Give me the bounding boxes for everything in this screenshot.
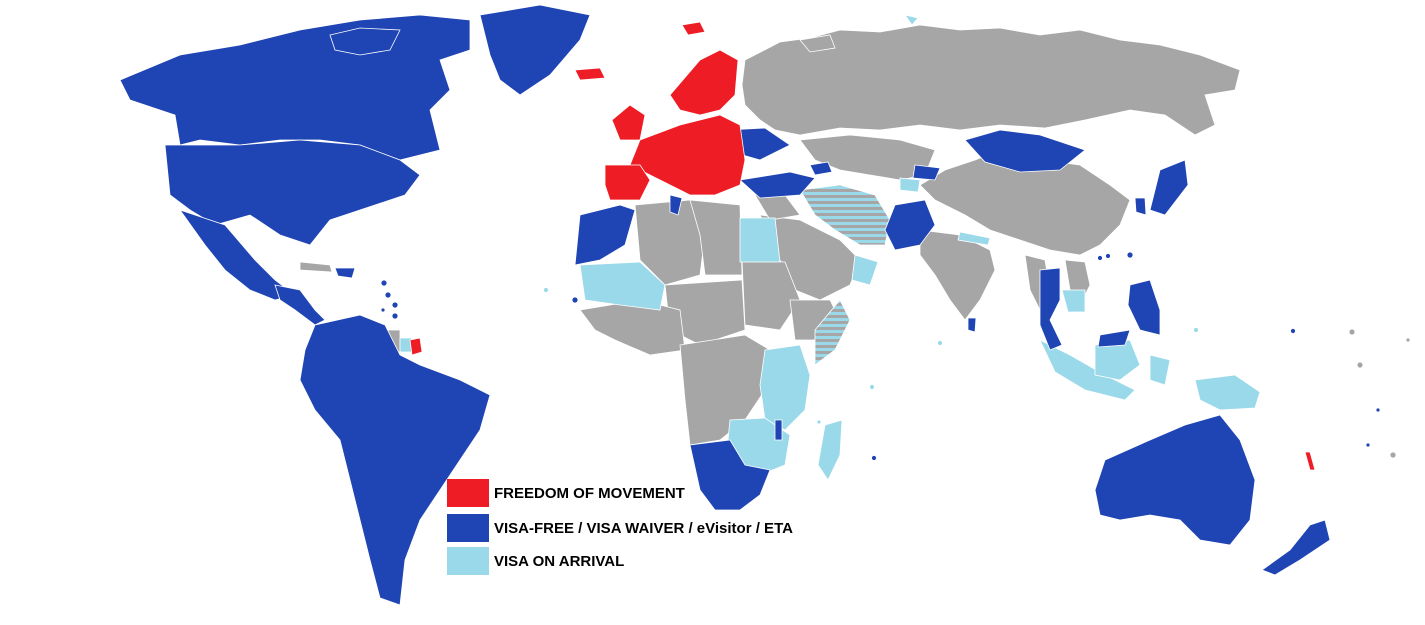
region-russia — [741, 24, 1241, 136]
region-malawi — [774, 419, 783, 441]
region-malaysia-borneo — [1097, 329, 1131, 348]
legend-swatch-freedom — [447, 479, 489, 507]
region-southern-africa — [689, 439, 771, 511]
region-east-africa — [759, 344, 811, 431]
region-island — [1193, 327, 1199, 333]
region-libya — [689, 199, 743, 276]
region-sahel — [579, 261, 666, 311]
region-cambodia-laos — [1061, 289, 1086, 313]
region-caribbean-island — [380, 279, 388, 287]
region-greenland-blue — [479, 4, 591, 96]
region-island — [816, 419, 822, 425]
region-cuba — [299, 261, 333, 273]
region-philippines — [1127, 279, 1161, 336]
region-tunisia — [669, 194, 683, 216]
region-south-america — [299, 314, 491, 606]
legend-swatch-visa-free — [447, 514, 489, 542]
region-svalbard — [681, 21, 706, 36]
freedom-of-movement-regions — [409, 21, 1316, 471]
region-egypt — [739, 217, 781, 263]
region-island — [1290, 328, 1296, 334]
region-new-zealand — [1261, 519, 1331, 576]
region-pacific-island — [1405, 337, 1411, 343]
region-pacific-island — [1389, 451, 1397, 459]
legend-item-on-arrival: VISA ON ARRIVAL — [447, 547, 624, 575]
region-island — [871, 455, 877, 461]
region-south-korea — [1134, 197, 1147, 216]
legend-item-visa-free: VISA-FREE / VISA WAIVER / eVisitor / ETA — [447, 514, 793, 542]
region-caribbean-island — [380, 307, 386, 313]
region-thailand-malaysia — [1039, 267, 1063, 351]
region-west-africa — [579, 299, 686, 356]
region-french-guiana — [409, 337, 423, 356]
visa-required-regions — [299, 24, 1411, 459]
region-central-america — [274, 284, 326, 326]
region-pacific-island — [1356, 361, 1364, 369]
region-canada-alaska — [119, 14, 471, 161]
region-sri-lanka — [967, 317, 977, 333]
region-mongolia — [964, 129, 1086, 173]
region-tajikistan — [899, 177, 921, 193]
legend-swatch-on-arrival — [447, 547, 489, 575]
region-georgia — [809, 161, 833, 176]
visa-free-regions — [119, 4, 1381, 606]
region-iceland — [574, 67, 606, 81]
region-arctic-islands — [799, 34, 836, 53]
region-pacific-island — [1348, 328, 1356, 336]
region-british-isles — [611, 104, 646, 141]
region-sulawesi — [1149, 354, 1171, 386]
region-new-caledonia — [1304, 451, 1316, 471]
region-caribbean-island — [384, 291, 392, 299]
region-oman — [851, 254, 879, 286]
region-iran — [799, 184, 891, 246]
region-island — [543, 287, 549, 293]
region-madagascar — [817, 419, 843, 481]
legend-label-freedom: FREEDOM OF MOVEMENT — [494, 484, 685, 502]
region-island — [1375, 407, 1381, 413]
region-somalia — [814, 299, 851, 366]
region-caribbean-island — [391, 301, 399, 309]
region-island — [869, 384, 875, 390]
region-iceland-dot — [904, 14, 919, 26]
region-australia — [1094, 414, 1256, 546]
region-japan — [1149, 159, 1189, 216]
region-arctic-archipelago — [329, 27, 401, 56]
legend-label-visa-free: VISA-FREE / VISA WAIVER / eVisitor / ETA — [494, 519, 793, 537]
region-nepal — [957, 231, 991, 246]
region-scandinavia — [669, 49, 739, 116]
region-china — [919, 149, 1131, 256]
region-island — [571, 296, 579, 304]
region-new-guinea — [1194, 374, 1261, 411]
region-morocco — [574, 204, 636, 266]
region-kyrgyzstan — [912, 164, 941, 181]
region-island — [1365, 442, 1371, 448]
region-continental-europe — [629, 114, 746, 196]
region-island — [1126, 251, 1134, 259]
legend-item-freedom: FREEDOM OF MOVEMENT — [447, 479, 685, 507]
region-island — [937, 340, 943, 346]
region-caribbean-island — [391, 312, 399, 320]
region-hispaniola — [334, 267, 356, 279]
region-island — [1097, 255, 1103, 261]
region-pakistan — [884, 199, 936, 251]
legend-label-on-arrival: VISA ON ARRIVAL — [494, 552, 625, 570]
region-indonesia — [1039, 339, 1136, 401]
region-iberia — [604, 164, 651, 201]
region-island — [1105, 253, 1111, 259]
region-turkey — [739, 171, 816, 199]
